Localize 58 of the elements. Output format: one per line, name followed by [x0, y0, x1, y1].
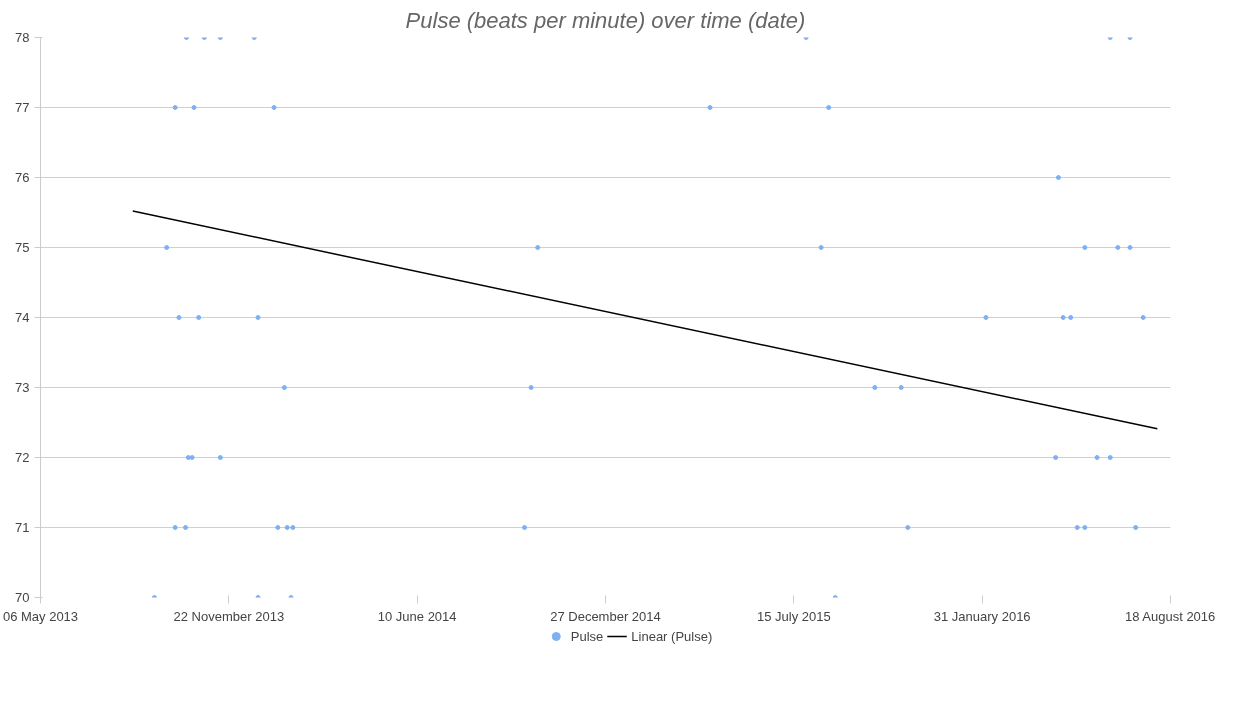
point — [707, 105, 713, 110]
point — [172, 525, 178, 530]
point — [271, 105, 277, 110]
point — [1068, 315, 1074, 320]
point — [826, 105, 832, 110]
x-tick-label: 27 December 2014 — [550, 608, 661, 624]
point — [1140, 315, 1146, 320]
y-tick-label: 78 — [15, 30, 30, 45]
point — [1133, 525, 1139, 530]
point — [983, 315, 989, 320]
point — [196, 315, 202, 320]
point — [275, 525, 281, 530]
point — [1053, 455, 1059, 460]
point — [872, 385, 878, 390]
x-tick-label: 10 June 2014 — [377, 608, 457, 624]
point — [1060, 315, 1066, 320]
point — [1094, 455, 1100, 460]
point — [528, 385, 534, 390]
legend-label: Pulse — [570, 628, 604, 644]
x-tick-label: 31 January 2016 — [933, 608, 1031, 624]
point — [905, 525, 911, 530]
point — [522, 525, 528, 530]
point — [185, 455, 191, 460]
point — [176, 315, 182, 320]
y-tick-label: 73 — [15, 380, 30, 395]
point — [290, 525, 296, 530]
point — [164, 245, 170, 250]
point — [1082, 245, 1088, 250]
y-tick-label: 70 — [15, 590, 30, 605]
point — [818, 245, 824, 250]
point — [1082, 525, 1088, 530]
point — [1074, 525, 1080, 530]
legend-label: Linear (Pulse) — [631, 628, 713, 644]
point — [172, 105, 178, 110]
point — [217, 455, 223, 460]
point — [1115, 245, 1121, 250]
chart-title: Pulse (beats per minute) over time (date) — [405, 7, 806, 33]
point — [255, 315, 261, 320]
point — [535, 245, 541, 250]
point — [189, 455, 195, 460]
y-tick-label: 74 — [15, 310, 30, 325]
point — [1055, 175, 1061, 180]
point — [183, 525, 189, 530]
point — [191, 105, 197, 110]
point — [281, 385, 287, 390]
y-tick-label: 76 — [15, 170, 30, 185]
x-tick-label: 06 May 2013 — [2, 608, 79, 624]
point — [898, 385, 904, 390]
y-tick-label: 75 — [15, 240, 30, 255]
y-tick-label: 77 — [15, 100, 30, 115]
x-tick-label: 22 November 2013 — [173, 608, 285, 624]
y-tick-label: 72 — [15, 450, 30, 465]
point — [1127, 245, 1133, 250]
x-tick-label: 15 July 2015 — [756, 608, 831, 624]
x-tick-label: 18 August 2016 — [1124, 608, 1216, 624]
point — [1107, 455, 1113, 460]
point — [284, 525, 290, 530]
y-tick-label: 71 — [15, 520, 30, 535]
